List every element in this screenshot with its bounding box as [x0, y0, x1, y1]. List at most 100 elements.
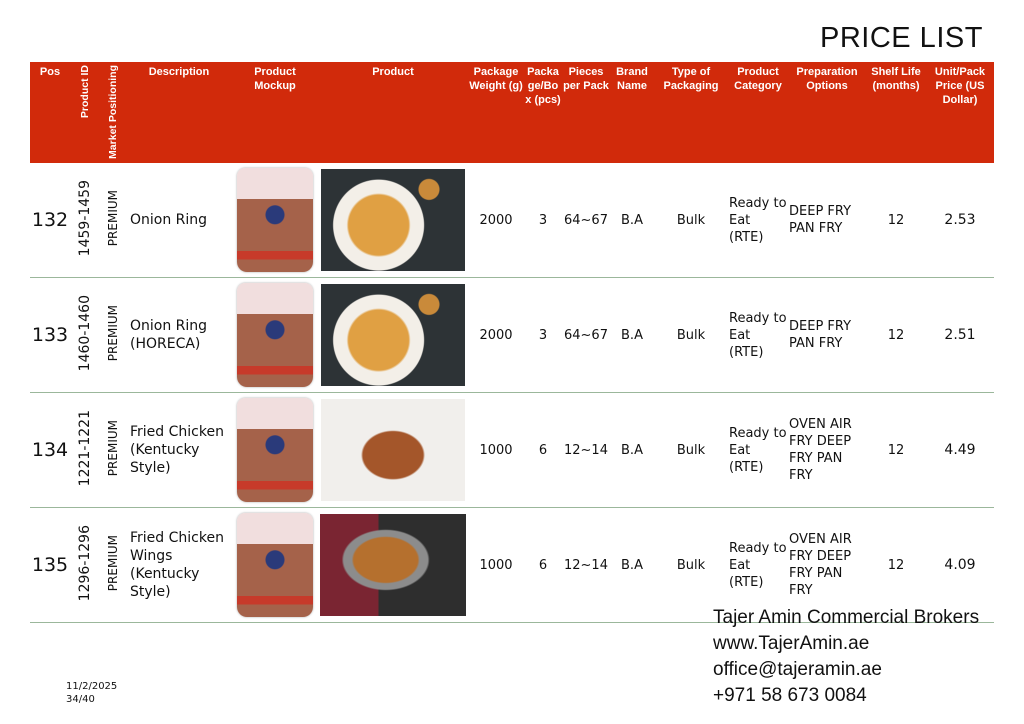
packaging-type: Bulk: [654, 392, 728, 509]
table-row: 134 1221-1221 PREMIUM Fried Chicken (Ken…: [30, 392, 994, 509]
email-link[interactable]: office@tajeramin.ae: [713, 659, 882, 680]
header-label: Description: [148, 66, 210, 78]
header-label: Product ID: [79, 65, 91, 119]
column-header: Type of Packaging: [654, 62, 728, 163]
table-row: 135 1296-1296 PREMIUM Fried Chicken Wing…: [30, 507, 994, 624]
header-label: Product Mockup: [254, 66, 296, 92]
brand-name: B.A: [610, 507, 654, 624]
company-name: Tajer Amin Commercial Brokers: [713, 607, 980, 628]
product: [318, 277, 468, 394]
product-id-text: 1460-1460: [77, 295, 93, 372]
packaging-type: Bulk: [654, 507, 728, 624]
packaging-type: Bulk: [654, 277, 728, 394]
market-positioning: PREMIUM: [100, 277, 126, 394]
package-per-box: 6: [524, 392, 562, 509]
date: 11/2/2025: [66, 681, 118, 692]
description: Onion Ring: [126, 162, 232, 279]
header-label: Shelf Life (months): [871, 66, 921, 92]
header-label: Product Category: [734, 66, 782, 92]
column-header: Shelf Life (months): [866, 62, 926, 163]
column-header: Unit/Pack Price (US Dollar): [926, 62, 994, 163]
product-id-text: 1221-1221: [77, 410, 93, 487]
header-label: Brand Name: [616, 66, 648, 92]
header-label: Type of Packaging: [663, 66, 719, 92]
product: [318, 392, 468, 509]
pieces-per-pack: 12~14: [562, 392, 610, 509]
unit-price: 4.09: [926, 507, 994, 624]
product-mockup: [232, 277, 318, 394]
price-table: Pos Product ID Market Positioning Descripti…: [30, 62, 994, 624]
product-id: 1460-1460: [70, 277, 100, 394]
product-mockup: [232, 162, 318, 279]
header-label: Unit/Pack Price (US Dollar): [934, 66, 986, 106]
description: Fried Chicken Wings (Kentucky Style): [126, 507, 232, 624]
column-header: Brand Name: [610, 62, 654, 163]
product-mockup: [232, 507, 318, 624]
mockup-image: [237, 168, 313, 273]
product-category: Ready to Eat (RTE): [728, 392, 788, 509]
column-header: Product Category: [728, 62, 788, 163]
column-header: Pieces per Pack: [562, 62, 610, 163]
package-per-box: 6: [524, 507, 562, 624]
market-positioning: PREMIUM: [100, 162, 126, 279]
product-category: Ready to Eat (RTE): [728, 507, 788, 624]
market-text: PREMIUM: [106, 305, 120, 362]
product-id-text: 1459-1459: [77, 180, 93, 257]
product-id-text: 1296-1296: [77, 525, 93, 602]
brand-name: B.A: [610, 392, 654, 509]
market-positioning: PREMIUM: [100, 507, 126, 624]
column-header: Packa ge/Bo x (pcs): [524, 62, 562, 163]
product-mockup: [232, 392, 318, 509]
brand-name: B.A: [610, 277, 654, 394]
description: Fried Chicken (Kentucky Style): [126, 392, 232, 509]
package-per-box: 3: [524, 162, 562, 279]
package-per-box: 3: [524, 277, 562, 394]
shelf-life: 12: [866, 162, 926, 279]
table-row: 132 1459-1459 PREMIUM Onion Ring 2000 3 …: [30, 162, 994, 279]
pieces-per-pack: 12~14: [562, 507, 610, 624]
mockup-image: [237, 513, 313, 618]
shelf-life: 12: [866, 392, 926, 509]
product-image: [320, 514, 466, 617]
column-header: Product Mockup: [232, 62, 318, 163]
contact-info: Tajer Amin Commercial Brokers www.TajerA…: [713, 605, 979, 709]
product-category: Ready to Eat (RTE): [728, 277, 788, 394]
unit-price: 4.49: [926, 392, 994, 509]
product: [318, 507, 468, 624]
website-link[interactable]: www.TajerAmin.ae: [713, 633, 870, 654]
column-header: Preparation Options: [788, 62, 866, 163]
product: [318, 162, 468, 279]
header-label: Preparation Options: [796, 66, 858, 92]
header-label: Market Positioning: [107, 65, 119, 159]
shelf-life: 12: [866, 277, 926, 394]
pos: 135: [30, 507, 70, 624]
package-weight: 1000: [468, 392, 524, 509]
unit-price: 2.53: [926, 162, 994, 279]
market-text: PREMIUM: [106, 535, 120, 592]
page-title: PRICE LIST: [820, 22, 983, 54]
packaging-type: Bulk: [654, 162, 728, 279]
header-label: Pieces per Pack: [563, 66, 609, 92]
page-footer: 11/2/2025 34/40: [66, 680, 117, 706]
header-label: Pos: [39, 66, 61, 78]
column-header: Pos: [30, 62, 70, 163]
preparation-options: DEEP FRY PAN FRY: [788, 277, 866, 394]
brand-name: B.A: [610, 162, 654, 279]
mockup-image: [237, 398, 313, 503]
header-label: Product: [372, 66, 414, 78]
table-row: 133 1460-1460 PREMIUM Onion Ring (HORECA…: [30, 277, 994, 394]
pieces-per-pack: 64~67: [562, 277, 610, 394]
preparation-options: DEEP FRY PAN FRY: [788, 162, 866, 279]
package-weight: 1000: [468, 507, 524, 624]
product-image: [321, 284, 465, 387]
product-id: 1459-1459: [70, 162, 100, 279]
column-header: Product: [318, 62, 468, 163]
description: Onion Ring (HORECA): [126, 277, 232, 394]
column-header: Package Weight (g): [468, 62, 524, 163]
product-category: Ready to Eat (RTE): [728, 162, 788, 279]
package-weight: 2000: [468, 277, 524, 394]
product-image: [321, 169, 465, 272]
column-header: Product ID: [70, 62, 100, 163]
product-id: 1296-1296: [70, 507, 100, 624]
header-label: Package Weight (g): [469, 66, 523, 92]
